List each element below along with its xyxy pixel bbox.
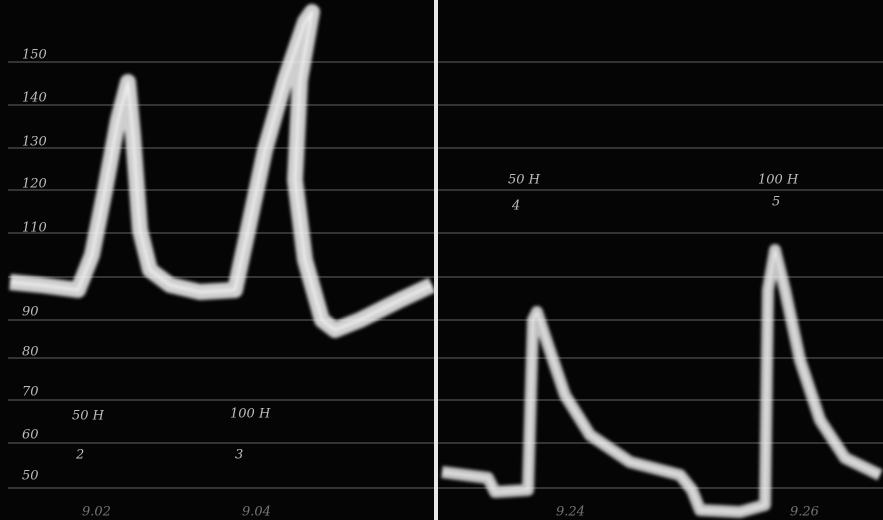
scale-labels: 150 140 130 120 110 90 80 70 60 50 <box>22 48 47 484</box>
marker-label: 50 H <box>508 173 541 188</box>
marker-label: 100 H <box>758 173 799 188</box>
traces <box>9 4 883 518</box>
marker-number: 5 <box>772 195 780 210</box>
scale-label: 50 <box>22 469 39 484</box>
scale-label: 90 <box>22 305 39 320</box>
time-label: 9.02 <box>82 505 111 520</box>
marker-number: 2 <box>75 448 84 463</box>
marker-label: 100 H <box>230 407 271 422</box>
scale-label: 120 <box>22 177 47 192</box>
scale-label: 60 <box>22 428 39 443</box>
markers: 50 H 2 100 H 3 50 H 4 100 H 5 <box>72 173 799 463</box>
time-label: 9.26 <box>790 505 819 520</box>
scale-label: 110 <box>22 221 47 236</box>
scale-label: 70 <box>22 385 39 400</box>
right-trace-core <box>441 249 881 513</box>
grid <box>8 61 883 489</box>
marker-number: 3 <box>235 448 243 463</box>
left-trace-core <box>9 10 433 332</box>
time-label: 9.04 <box>242 505 271 520</box>
scale-label: 80 <box>22 345 39 360</box>
scale-label: 140 <box>22 91 47 106</box>
marker-label: 50 H <box>72 409 105 424</box>
scale-label: 150 <box>22 48 47 63</box>
time-label: 9.24 <box>556 505 585 520</box>
marker-number: 4 <box>511 199 520 214</box>
scale-label: 130 <box>22 135 47 150</box>
times: 9.02 9.04 9.24 9.26 <box>82 505 819 520</box>
